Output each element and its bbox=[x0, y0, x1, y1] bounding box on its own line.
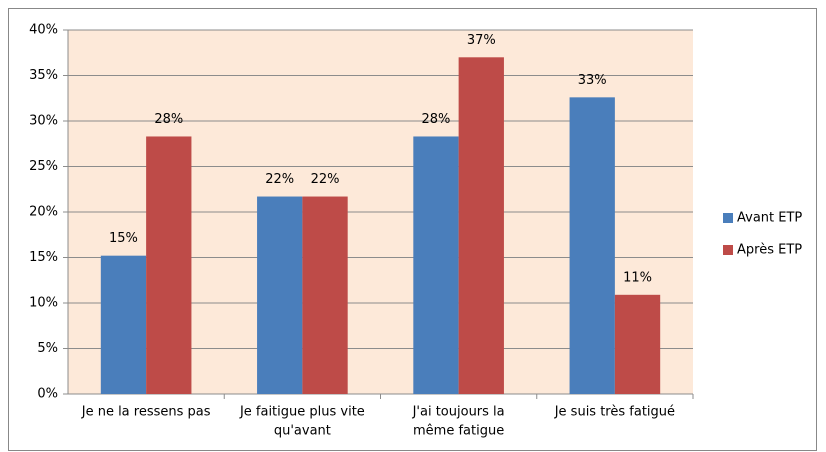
data-label: 37% bbox=[467, 33, 496, 48]
x-tick-label: Je suis très fatigué bbox=[554, 405, 675, 420]
data-label: 33% bbox=[578, 73, 607, 88]
bar bbox=[413, 136, 459, 394]
x-tick-label: qu'avant bbox=[274, 424, 331, 439]
legend-label: Après ETP bbox=[737, 243, 802, 258]
legend-label: Avant ETP bbox=[737, 211, 802, 226]
bar bbox=[257, 196, 303, 394]
data-label: 22% bbox=[311, 172, 340, 187]
y-tick-label: 10% bbox=[29, 296, 58, 311]
bar bbox=[302, 196, 348, 394]
data-label: 11% bbox=[623, 270, 652, 285]
data-label: 15% bbox=[109, 231, 138, 246]
y-tick-label: 20% bbox=[29, 205, 58, 220]
y-tick-label: 5% bbox=[37, 341, 58, 356]
x-tick-label: même fatigue bbox=[413, 424, 504, 439]
y-tick-label: 0% bbox=[37, 387, 58, 402]
bar bbox=[614, 294, 661, 394]
bar bbox=[458, 57, 504, 395]
data-label: 28% bbox=[422, 112, 451, 127]
y-tick-label: 35% bbox=[29, 68, 58, 83]
legend-swatch bbox=[723, 213, 733, 223]
data-label: 28% bbox=[154, 112, 183, 127]
bar bbox=[569, 97, 615, 394]
legend-swatch bbox=[723, 245, 733, 255]
x-tick-label: J'ai toujours la bbox=[412, 405, 505, 420]
y-tick-label: 15% bbox=[29, 250, 58, 265]
y-tick-label: 30% bbox=[29, 114, 58, 129]
x-tick-label: Je ne la ressens pas bbox=[81, 405, 211, 420]
x-tick-label: Je faitigue plus vite bbox=[239, 405, 365, 420]
y-tick-label: 25% bbox=[29, 159, 58, 174]
y-tick-label: 40% bbox=[29, 23, 58, 38]
data-label: 22% bbox=[265, 172, 294, 187]
bar bbox=[146, 136, 192, 394]
bar bbox=[100, 255, 147, 394]
